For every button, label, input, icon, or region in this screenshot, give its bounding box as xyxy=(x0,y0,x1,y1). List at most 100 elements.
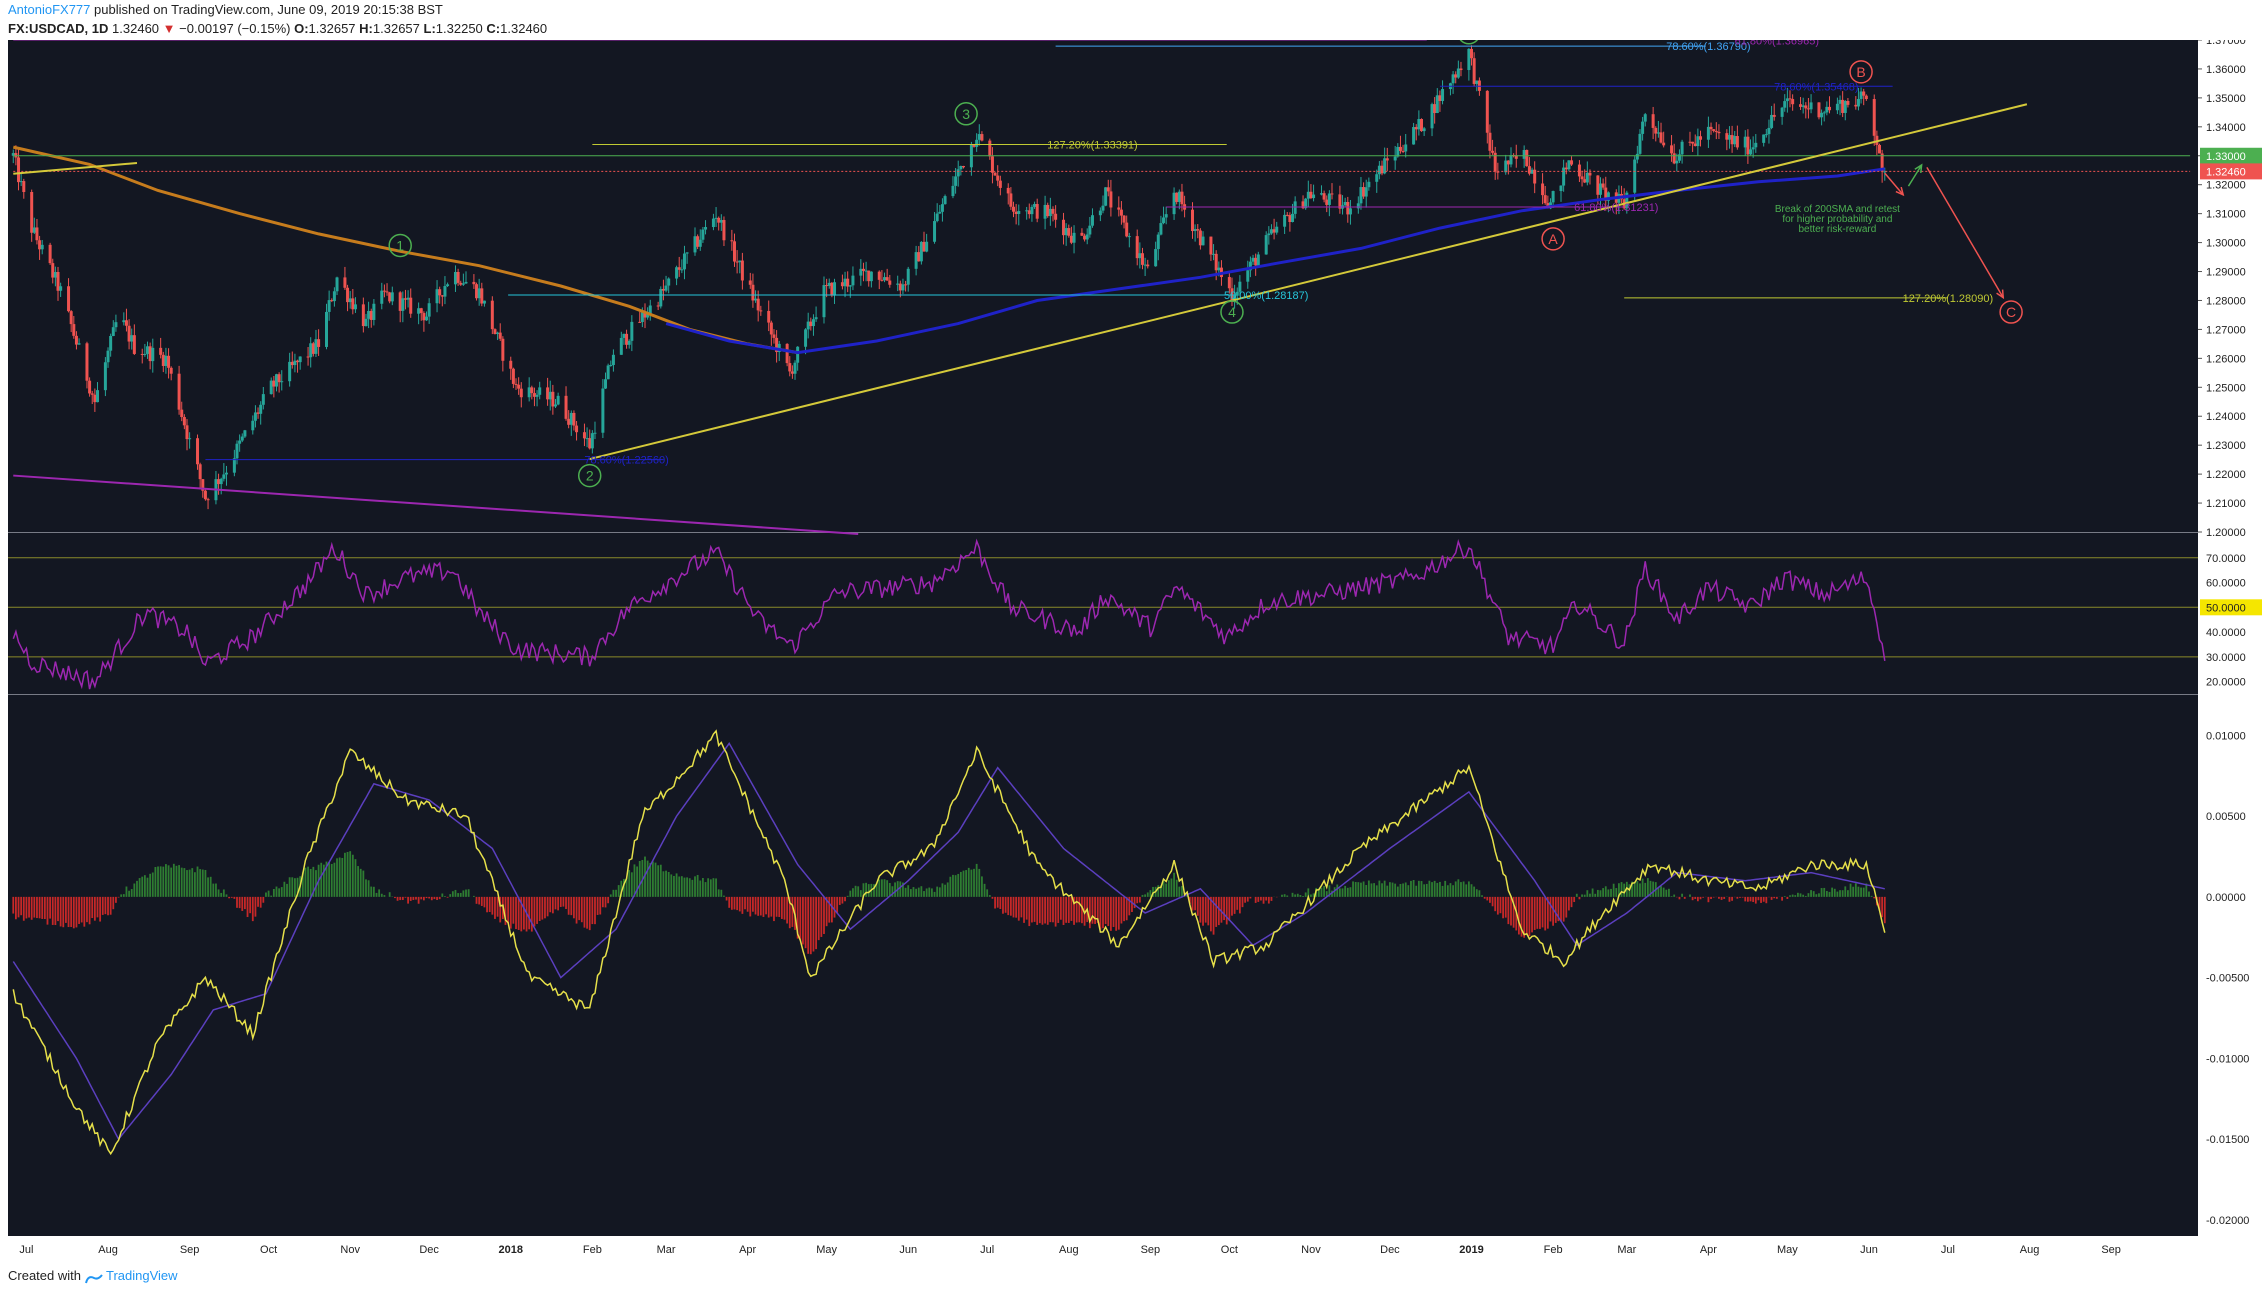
projection-arrow xyxy=(1884,172,1904,196)
x-tick-label: Dec xyxy=(1380,1244,1400,1256)
macd-histogram-bar xyxy=(1210,896,1212,932)
chart-area[interactable]: 78.60%(1.36790) 61.80%(1.36965) 78.60%(1.3… xyxy=(8,21,2267,1266)
macd-histogram-bar xyxy=(220,892,223,897)
candle-body xyxy=(196,438,200,465)
macd-histogram-bar xyxy=(1236,896,1239,910)
macd-histogram-bar xyxy=(567,896,570,915)
macd-histogram-bar xyxy=(923,891,925,897)
macd-histogram-bar xyxy=(931,888,933,897)
macd-histogram-bar xyxy=(1754,896,1757,904)
macd-histogram-bar xyxy=(1267,896,1270,904)
macd-histogram-bar xyxy=(1623,883,1626,897)
macd-histogram-bar xyxy=(380,893,383,897)
y-tick-label: 1.27000 xyxy=(2206,324,2246,336)
macd-histogram-bar xyxy=(670,874,673,897)
macd-histogram-bar xyxy=(1581,894,1583,897)
macd-histogram-bar xyxy=(1720,896,1723,900)
macd-histogram-bar xyxy=(1633,882,1636,897)
candle-body xyxy=(1327,193,1331,205)
candle-body xyxy=(1435,95,1439,114)
macd-histogram-bar xyxy=(636,866,638,897)
macd-histogram-bar xyxy=(1499,896,1502,914)
macd-histogram-bar xyxy=(694,876,696,897)
macd-histogram-bar xyxy=(1799,893,1802,897)
candle-body xyxy=(980,134,984,141)
candle-body xyxy=(1696,136,1700,147)
candle-body xyxy=(401,298,405,311)
author-link[interactable]: AntonioFX777 xyxy=(8,2,91,17)
plot-background xyxy=(8,40,2198,1236)
wave-label-circle xyxy=(1849,60,1873,84)
macd-histogram-bar xyxy=(309,868,312,897)
candle-body xyxy=(1872,99,1876,136)
macd-histogram-bar xyxy=(1481,895,1483,897)
rsi-tick-label: 40.0000 xyxy=(2206,627,2246,639)
candle-body xyxy=(701,229,705,240)
macd-histogram-bar xyxy=(909,889,912,897)
macd-histogram-bar xyxy=(1283,894,1286,897)
x-tick-label: Dec xyxy=(419,1244,439,1256)
macd-histogram-bar xyxy=(1812,891,1815,897)
macd-histogram-bar xyxy=(1033,896,1036,922)
candle-body xyxy=(151,347,155,362)
candle-body xyxy=(406,297,410,300)
candle-body xyxy=(977,134,981,140)
macd-histogram-bar xyxy=(1510,896,1512,926)
candle-body xyxy=(1699,136,1703,140)
macd-histogram-bar xyxy=(136,880,138,897)
candle-body xyxy=(1527,166,1531,174)
candle-body xyxy=(182,417,186,426)
macd-histogram-bar xyxy=(1797,892,1799,897)
macd-histogram-bar xyxy=(1865,883,1868,897)
candle-body xyxy=(459,282,463,285)
candle-body xyxy=(814,317,818,320)
macd-histogram-bar xyxy=(1220,896,1223,923)
macd-histogram-bar xyxy=(1238,896,1241,914)
candle-body xyxy=(1801,105,1805,107)
candle-body xyxy=(1125,222,1129,237)
candle-body xyxy=(714,217,718,219)
chart-svg[interactable]: 78.60%(1.36790)61.80%(1.36965) 78.60%(1.3… xyxy=(8,21,2267,1266)
candle-body xyxy=(146,346,150,354)
macd-histogram-bar xyxy=(1554,896,1557,923)
candle-body xyxy=(527,387,531,398)
candle-body xyxy=(306,356,310,358)
macd-histogram-bar xyxy=(1415,885,1418,897)
macd-histogram-bar xyxy=(1536,896,1539,929)
candle-body xyxy=(1246,270,1250,282)
sma-line xyxy=(665,167,1886,355)
macd-histogram-bar xyxy=(1504,896,1507,918)
macd-histogram-bar xyxy=(51,896,54,925)
candle-body xyxy=(290,361,294,366)
macd-histogram-bar xyxy=(65,896,67,923)
candle-body xyxy=(1404,144,1408,152)
macd-histogram-bar xyxy=(1815,894,1818,897)
macd-histogram-bar xyxy=(504,896,507,925)
candle-body xyxy=(1264,235,1268,255)
candle-body xyxy=(1827,106,1831,111)
macd-histogram-bar xyxy=(802,896,804,945)
macd-histogram-bar xyxy=(841,896,844,904)
candle-body xyxy=(114,322,118,328)
candle-body xyxy=(1633,159,1637,193)
macd-histogram-bar xyxy=(1544,896,1547,931)
macd-histogram-bar xyxy=(467,889,470,897)
candle-body xyxy=(772,334,776,338)
candle-body xyxy=(548,391,552,400)
macd-histogram-bar xyxy=(1462,881,1465,897)
macd-histogram-bar xyxy=(617,885,620,897)
macd-histogram-bar xyxy=(422,896,425,901)
macd-histogram-bar xyxy=(878,879,881,897)
candle-body xyxy=(127,325,131,342)
macd-histogram-bar xyxy=(88,896,91,925)
macd-histogram-bar xyxy=(859,890,862,897)
candle-body xyxy=(914,252,918,269)
macd-histogram-bar xyxy=(170,867,173,897)
candle-body xyxy=(1641,121,1645,134)
macd-histogram-bar xyxy=(696,874,699,897)
macd-histogram-bar xyxy=(1423,884,1426,897)
macd-histogram-bar xyxy=(215,883,217,897)
macd-histogram-bar xyxy=(788,896,791,929)
tradingview-link[interactable]: TradingView xyxy=(106,1268,178,1283)
candle-body xyxy=(1883,171,1887,173)
